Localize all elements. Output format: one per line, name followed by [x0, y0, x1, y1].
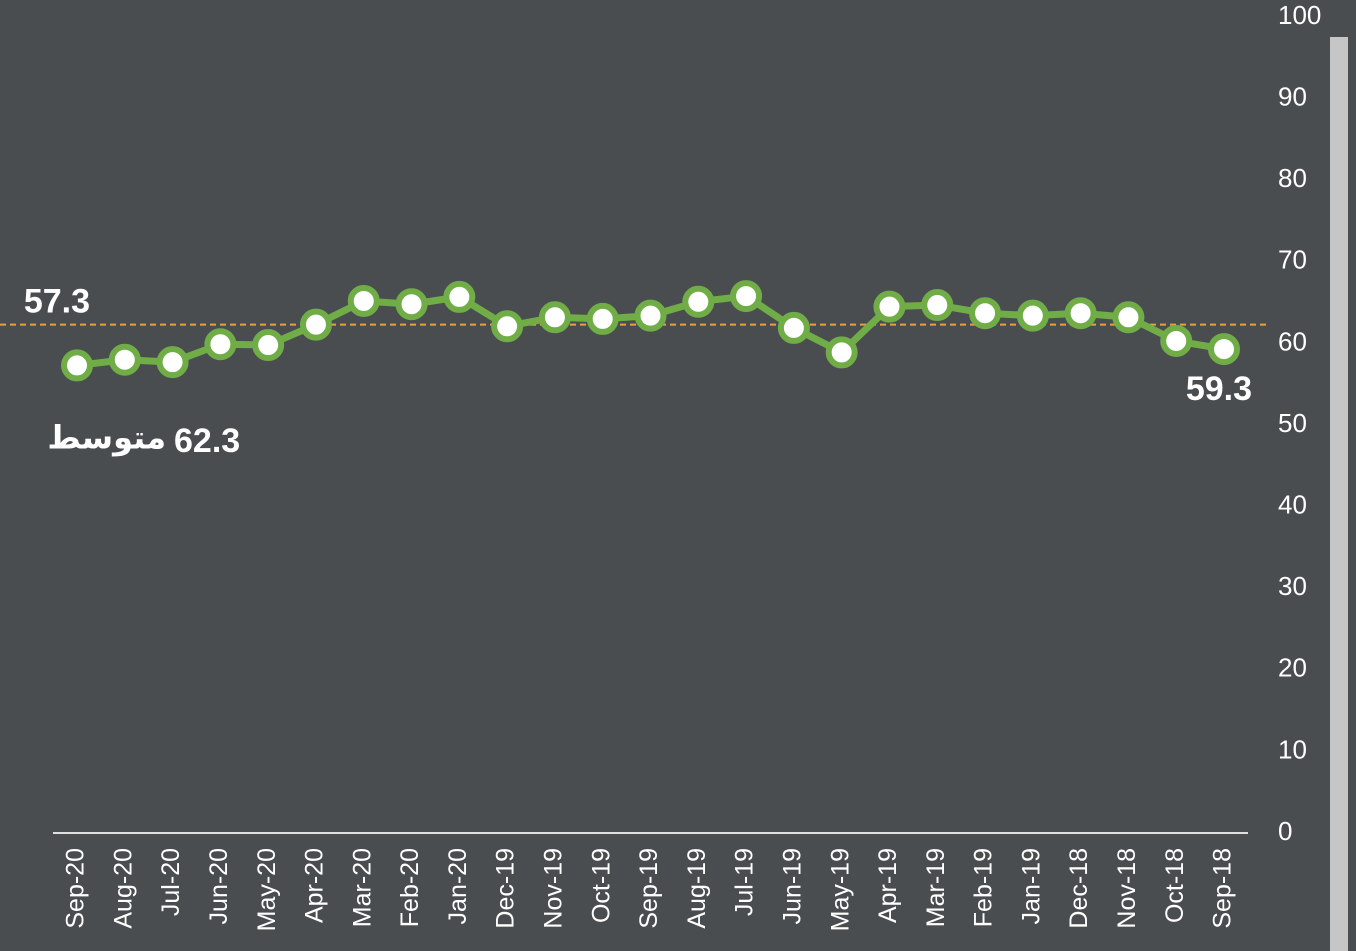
x-tick-label: Dec-19 [492, 848, 520, 929]
data-point [969, 297, 1002, 330]
x-tick-label: Sep-20 [62, 848, 90, 929]
x-tick-label: Jun-20 [205, 848, 233, 924]
y-tick-label: 50 [1278, 408, 1307, 438]
data-point [1112, 301, 1145, 334]
x-tick-label: Aug-19 [683, 848, 711, 929]
x-tick-label: Mar-19 [922, 848, 950, 927]
data-point [921, 289, 954, 322]
x-tick-label: Oct-18 [1161, 848, 1189, 923]
data-point [730, 280, 763, 313]
x-tick-label: Apr-19 [874, 848, 902, 923]
average-label: متوسط [47, 419, 166, 456]
x-tick-label: Jan-19 [1017, 848, 1045, 924]
x-tick-label: May-20 [253, 848, 281, 931]
x-tick-label: May-19 [826, 848, 854, 931]
x-tick-label: Aug-20 [109, 848, 137, 929]
data-point [777, 311, 810, 344]
y-tick-label: 70 [1278, 245, 1307, 275]
x-tick-label: Oct-19 [587, 848, 615, 923]
data-point [538, 301, 571, 334]
data-point [586, 302, 619, 335]
data-point [1160, 324, 1193, 357]
y-tick-label: 90 [1278, 81, 1307, 111]
data-point [873, 290, 906, 323]
data-point [156, 346, 189, 379]
data-point [682, 285, 715, 318]
x-tick-label: Jul-20 [157, 848, 185, 916]
data-point [1064, 297, 1097, 330]
data-point [108, 343, 141, 376]
x-tick-label: Nov-18 [1113, 848, 1141, 929]
x-tick-label: Dec-18 [1065, 848, 1093, 929]
x-tick-label: Nov-19 [540, 848, 568, 929]
data-point [252, 329, 285, 362]
x-tick-label: Jan-20 [444, 848, 472, 924]
y-tick-label: 80 [1278, 163, 1307, 193]
average-value: 62.3 [174, 422, 240, 460]
data-label: 59.3 [1186, 370, 1252, 408]
x-tick-label: Feb-20 [396, 848, 424, 927]
data-point [347, 284, 380, 317]
y-tick-label: 30 [1278, 571, 1307, 601]
data-point [204, 328, 237, 361]
x-tick-label: Sep-19 [635, 848, 663, 929]
data-label: 57.3 [24, 282, 90, 320]
y-tick-label: 60 [1278, 326, 1307, 356]
data-point [634, 299, 667, 332]
x-tick-label: Sep-18 [1209, 848, 1237, 929]
y-tick-label: 100 [1278, 0, 1321, 30]
x-tick-label: Apr-20 [301, 848, 329, 923]
data-point [825, 336, 858, 369]
y-tick-label: 10 [1278, 734, 1307, 764]
y-tick-label: 40 [1278, 489, 1307, 519]
x-tick-label: Jun-19 [778, 848, 806, 924]
data-point [395, 288, 428, 321]
data-point [491, 310, 524, 343]
data-point [443, 280, 476, 313]
y-tick-label: 0 [1278, 816, 1292, 846]
x-tick-label: Feb-19 [970, 848, 998, 927]
data-point [299, 308, 332, 341]
y-tick-label: 20 [1278, 653, 1307, 683]
data-point [1208, 333, 1240, 366]
x-tick-label: Jul-19 [731, 848, 759, 916]
data-point [1016, 299, 1049, 332]
data-point [61, 349, 93, 382]
side-bar [1330, 37, 1348, 951]
x-tick-label: Mar-20 [348, 848, 376, 927]
